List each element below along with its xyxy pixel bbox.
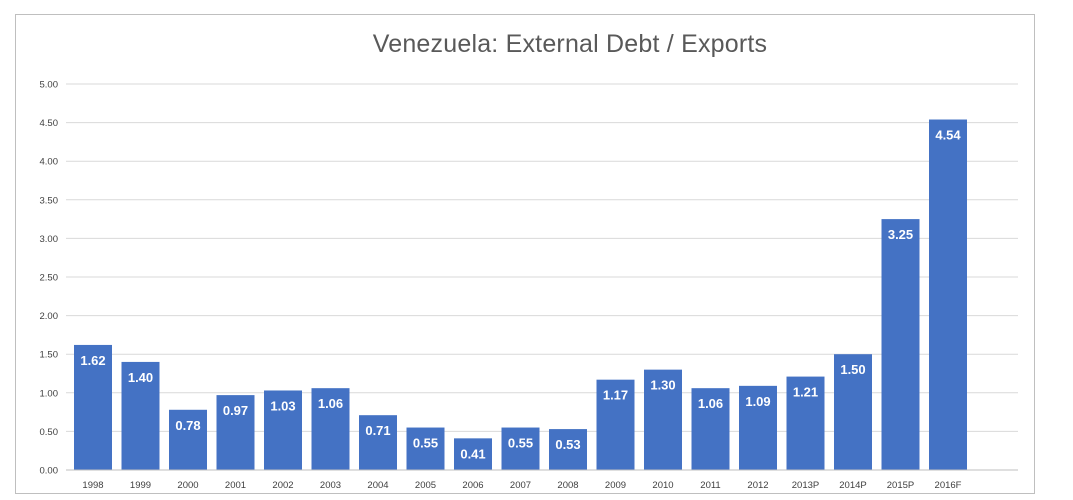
data-label: 3.25 <box>888 227 913 242</box>
x-tick-label: 2011 <box>700 480 720 491</box>
x-tick-label: 2007 <box>510 480 531 491</box>
x-tick-label: 2000 <box>177 480 198 491</box>
bar <box>121 361 160 470</box>
data-label: 4.54 <box>935 128 961 143</box>
bar <box>454 438 492 470</box>
data-label: 1.40 <box>128 370 153 385</box>
data-label: 1.17 <box>603 388 628 403</box>
bar <box>834 354 872 470</box>
data-label: 1.21 <box>793 385 818 400</box>
y-tick-label: 4.00 <box>40 157 59 168</box>
x-tick-label: 2003 <box>320 480 341 491</box>
data-label: 0.78 <box>175 418 200 433</box>
y-tick-label: 2.00 <box>40 311 59 322</box>
data-label: 0.53 <box>555 437 580 452</box>
data-label: 0.71 <box>365 423 390 438</box>
bar <box>311 388 350 470</box>
y-tick-label: 1.00 <box>40 388 59 399</box>
y-tick-label: 3.50 <box>40 195 59 206</box>
bar <box>74 344 112 470</box>
y-tick-label: 2.50 <box>40 273 59 284</box>
bar <box>216 395 255 470</box>
bar <box>406 427 445 470</box>
data-label: 1.30 <box>650 378 675 393</box>
x-tick-label: 2013P <box>792 480 819 491</box>
x-tick-label: 2004 <box>367 480 388 491</box>
data-label: 1.06 <box>698 396 723 411</box>
bar <box>501 427 540 470</box>
data-label: 1.06 <box>318 396 343 411</box>
bar <box>644 369 682 470</box>
x-tick-label: 2010 <box>652 480 673 491</box>
bar <box>549 429 587 470</box>
data-label: 1.09 <box>745 394 770 409</box>
y-tick-label: 0.50 <box>40 427 59 438</box>
bar <box>881 219 920 470</box>
x-tick-label: 2014P <box>839 480 866 491</box>
y-tick-label: 4.50 <box>40 118 59 129</box>
data-label: 0.55 <box>413 436 438 451</box>
x-tick-label: 1998 <box>82 480 103 491</box>
bar <box>786 376 825 470</box>
y-tick-label: 0.00 <box>40 466 59 477</box>
data-label: 1.50 <box>840 362 865 377</box>
bar <box>264 390 302 470</box>
data-label: 0.41 <box>460 446 485 461</box>
data-label: 1.62 <box>80 353 105 368</box>
x-tick-label: 2006 <box>462 480 483 491</box>
chart-title: Venezuela: External Debt / Exports <box>372 30 768 58</box>
bar <box>596 379 635 470</box>
x-tick-label: 1999 <box>130 480 151 491</box>
x-tick-label: 2002 <box>272 480 293 491</box>
bar <box>169 409 207 470</box>
data-label: 0.97 <box>223 403 248 418</box>
x-tick-label: 2001 <box>225 480 246 491</box>
bar <box>359 415 397 470</box>
y-tick-label: 5.00 <box>40 80 59 91</box>
x-tick-label: 2008 <box>557 480 578 491</box>
x-tick-label: 2016F <box>935 480 962 491</box>
x-tick-label: 2012 <box>747 480 768 491</box>
y-tick-label: 1.50 <box>40 350 59 361</box>
data-label: 1.03 <box>270 398 295 413</box>
bar <box>691 388 730 470</box>
x-tick-label: 2005 <box>415 480 436 491</box>
x-tick-label: 2009 <box>605 480 626 491</box>
y-tick-label: 3.00 <box>40 234 59 245</box>
bar <box>929 119 967 471</box>
data-label: 0.55 <box>508 436 533 451</box>
x-tick-label: 2015P <box>887 480 914 491</box>
bar <box>739 385 777 470</box>
